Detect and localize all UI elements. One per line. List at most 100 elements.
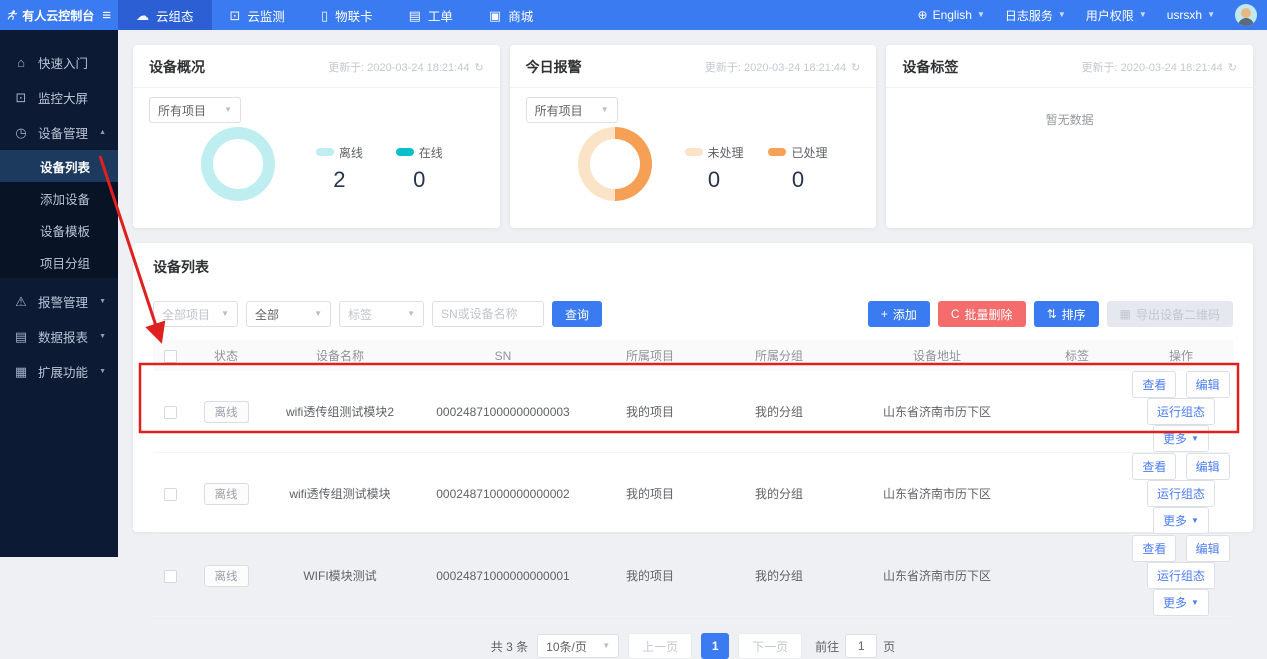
sidebar-item-device-list[interactable]: 设备列表: [0, 150, 118, 182]
view-button[interactable]: 查看: [1132, 371, 1177, 398]
chevron-up-icon: ▲: [99, 129, 106, 136]
more-button[interactable]: 更多 ▼: [1153, 507, 1209, 534]
row-checkbox[interactable]: [163, 487, 177, 501]
page-size-select[interactable]: 10条/页 ▼: [537, 634, 620, 658]
tag-filter-select[interactable]: 标签 ▼: [339, 301, 424, 327]
report-icon: ▤: [14, 328, 28, 344]
grid-icon: ▦: [14, 363, 28, 379]
tab-cloud-monitor[interactable]: ⊡ 云监测: [212, 0, 303, 30]
account-dropdown[interactable]: usrsxh ▼: [1167, 8, 1215, 22]
edit-button[interactable]: 编辑: [1185, 371, 1230, 398]
project-filter-select[interactable]: 全部项目 ▼: [153, 301, 238, 327]
status-badge: 离线: [203, 482, 249, 505]
edit-button[interactable]: 编辑: [1185, 453, 1230, 480]
chevron-down-icon: ▼: [224, 105, 232, 114]
qr-code-icon: ▦: [1119, 307, 1131, 321]
card-title: 设备概况: [149, 59, 205, 75]
panel-title: 设备列表: [153, 259, 209, 275]
tab-work-order[interactable]: ▤ 工单: [391, 0, 471, 30]
user-permission-dropdown[interactable]: 用户权限 ▼: [1086, 7, 1147, 24]
button-label: 添加: [892, 307, 917, 322]
chevron-down-icon: ▼: [314, 309, 322, 318]
sidebar-item-alarm-management[interactable]: ⚠ 报警管理 ▼: [0, 284, 118, 319]
row-checkbox[interactable]: [163, 569, 177, 583]
tab-label: 工单: [427, 9, 453, 24]
alarms-donut: [577, 127, 652, 201]
sidebar-collapse-icon[interactable]: ≡: [102, 6, 111, 24]
goto-page-input[interactable]: [845, 634, 878, 658]
language-dropdown[interactable]: ⊕ English ▼: [918, 8, 985, 22]
refresh-icon[interactable]: ↻: [1227, 61, 1238, 74]
refresh-icon[interactable]: ↻: [474, 61, 484, 74]
sidebar-item-quick-start[interactable]: ⌂ 快速入门: [0, 45, 118, 80]
sidebar-item-label: 扩展功能: [38, 366, 89, 380]
gauge-icon: ◷: [15, 124, 27, 140]
legend-unprocessed: 未处理 0: [684, 144, 744, 193]
legend-swatch: [395, 148, 414, 156]
globe-icon: ⊕: [917, 8, 928, 22]
legend-processed: 已处理 0: [768, 144, 827, 193]
sidebar-item-data-report[interactable]: ▤ 数据报表 ▼: [0, 319, 118, 354]
col-header-tag: 标签: [1064, 349, 1089, 363]
more-button[interactable]: 更多 ▼: [1153, 589, 1209, 616]
device-address: 山东省济南市历下区: [882, 569, 991, 583]
add-device-button[interactable]: + 添加: [867, 301, 930, 327]
monitor-icon: ⊡: [229, 7, 241, 23]
refresh-icon[interactable]: ↻: [851, 61, 861, 74]
sidebar-item-extended-functions[interactable]: ▦ 扩展功能 ▼: [0, 354, 118, 389]
run-scada-button[interactable]: 运行组态: [1146, 398, 1215, 425]
select-value: 全部: [255, 307, 280, 322]
button-label: 更多: [1163, 514, 1188, 528]
filter-toolbar: 全部项目 ▼ 全部 ▼ 标签 ▼ 查询 + 添加 C 批量删除: [153, 301, 1233, 327]
device-address: 山东省济南市历下区: [882, 487, 991, 501]
legend-label: 未处理: [707, 145, 744, 160]
prev-page-button[interactable]: 上一页: [628, 633, 693, 659]
more-button[interactable]: 更多 ▼: [1153, 425, 1209, 452]
batch-delete-button[interactable]: C 批量删除: [937, 301, 1026, 327]
sidebar-item-add-device[interactable]: 添加设备: [0, 182, 118, 214]
screen-icon: ⊡: [15, 89, 27, 105]
tab-cloud-scada[interactable]: ☁ 云组态: [118, 0, 212, 30]
project-filter-select[interactable]: 所有项目 ▼: [525, 97, 618, 123]
updated-timestamp: 更新于: 2020-03-24 18:21:44: [704, 62, 847, 74]
current-page-button[interactable]: 1: [701, 633, 730, 659]
row-checkbox[interactable]: [163, 405, 177, 419]
chevron-down-icon: ▼: [221, 309, 229, 318]
tab-iot-card[interactable]: ▯ 物联卡: [303, 0, 391, 30]
sidebar-item-monitor-screen[interactable]: ⊡ 监控大屏: [0, 80, 118, 115]
sidebar-subitem-label: 设备列表: [40, 160, 91, 175]
avatar[interactable]: [1235, 4, 1257, 26]
status-filter-select[interactable]: 全部 ▼: [246, 301, 331, 327]
device-table: 状态 设备名称 SN 所属项目 所属分组 设备地址 标签 操作 离线 wifi透…: [153, 340, 1233, 617]
search-button[interactable]: 查询: [552, 301, 603, 327]
device-project: 我的项目: [625, 569, 674, 583]
run-scada-button[interactable]: 运行组态: [1146, 480, 1215, 507]
edit-button[interactable]: 编辑: [1185, 535, 1230, 562]
view-button[interactable]: 查看: [1132, 535, 1177, 562]
sidebar-item-project-group[interactable]: 项目分组: [0, 246, 118, 278]
run-scada-button[interactable]: 运行组态: [1146, 562, 1215, 589]
sidebar-item-device-template[interactable]: 设备模板: [0, 214, 118, 246]
device-name: wifi透传组测试模块: [289, 487, 391, 501]
chevron-down-icon: ▼: [407, 309, 415, 318]
sort-button[interactable]: ⇅ 排序: [1033, 301, 1099, 327]
select-all-checkbox[interactable]: [163, 349, 177, 363]
col-header-group: 所属分组: [754, 349, 803, 363]
device-group: 我的分组: [754, 569, 803, 583]
select-value: 所有项目: [158, 103, 207, 118]
table-row: 离线 WIFI模块测试 00024871000000000001 我的项目 我的…: [153, 535, 1233, 617]
view-button[interactable]: 查看: [1132, 453, 1177, 480]
main-content: 设备概况 更新于: 2020-03-24 18:21:44 ↻ 所有项目 ▼: [118, 30, 1267, 659]
home-icon: ⌂: [17, 55, 25, 70]
next-page-button[interactable]: 下一页: [738, 633, 803, 659]
export-qr-button[interactable]: ▦ 导出设备二维码: [1106, 301, 1233, 327]
button-label: 更多: [1163, 596, 1188, 610]
tab-mall[interactable]: ▣ 商城: [471, 0, 551, 30]
legend-online: 在线 0: [395, 144, 443, 193]
sidebar-item-device-management[interactable]: ◷ 设备管理 ▲: [0, 115, 118, 150]
chevron-down-icon: ▼: [1138, 10, 1147, 19]
select-value: 全部项目: [162, 307, 211, 322]
search-input[interactable]: [432, 301, 544, 327]
project-filter-select[interactable]: 所有项目 ▼: [149, 97, 241, 123]
log-service-dropdown[interactable]: 日志服务 ▼: [1005, 7, 1066, 24]
